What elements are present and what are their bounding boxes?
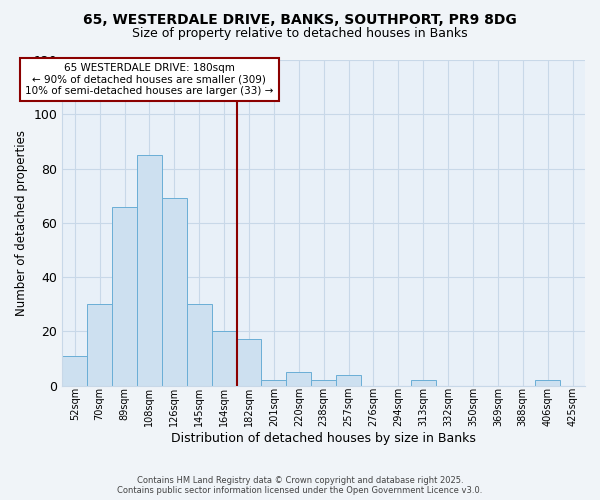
Bar bbox=[336, 374, 361, 386]
Bar bbox=[535, 380, 560, 386]
Bar bbox=[137, 155, 162, 386]
Y-axis label: Number of detached properties: Number of detached properties bbox=[15, 130, 28, 316]
Text: 65 WESTERDALE DRIVE: 180sqm
← 90% of detached houses are smaller (309)
10% of se: 65 WESTERDALE DRIVE: 180sqm ← 90% of det… bbox=[25, 62, 274, 96]
Bar bbox=[212, 332, 236, 386]
Text: Size of property relative to detached houses in Banks: Size of property relative to detached ho… bbox=[132, 28, 468, 40]
Bar bbox=[411, 380, 436, 386]
Bar bbox=[262, 380, 286, 386]
Bar bbox=[87, 304, 112, 386]
Bar bbox=[311, 380, 336, 386]
Bar bbox=[112, 206, 137, 386]
Bar bbox=[162, 198, 187, 386]
Bar bbox=[236, 340, 262, 386]
X-axis label: Distribution of detached houses by size in Banks: Distribution of detached houses by size … bbox=[171, 432, 476, 445]
Bar bbox=[62, 356, 87, 386]
Bar bbox=[187, 304, 212, 386]
Bar bbox=[286, 372, 311, 386]
Text: Contains HM Land Registry data © Crown copyright and database right 2025.
Contai: Contains HM Land Registry data © Crown c… bbox=[118, 476, 482, 495]
Text: 65, WESTERDALE DRIVE, BANKS, SOUTHPORT, PR9 8DG: 65, WESTERDALE DRIVE, BANKS, SOUTHPORT, … bbox=[83, 12, 517, 26]
